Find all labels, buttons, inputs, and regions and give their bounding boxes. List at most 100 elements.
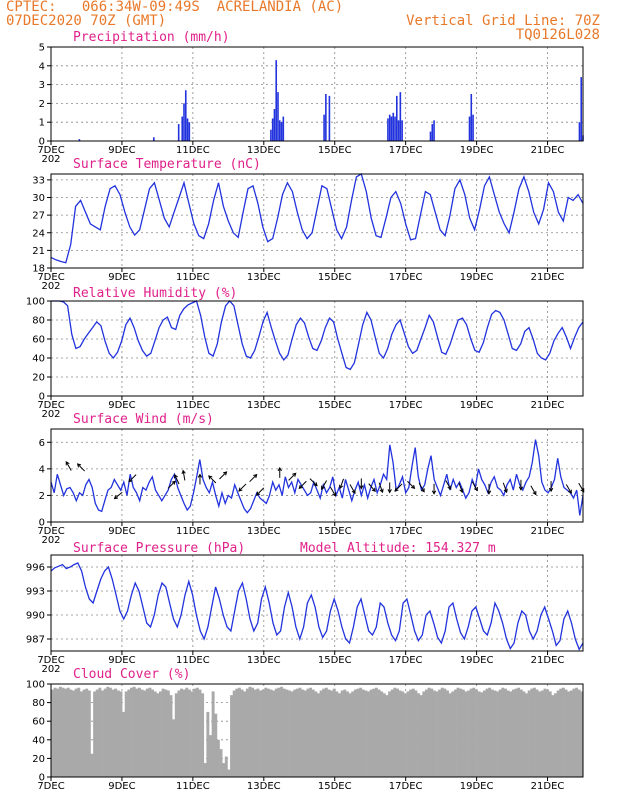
x-tick-label: 13DEC [247, 655, 281, 666]
precip-bar [431, 124, 434, 141]
cloud-bar [532, 687, 536, 777]
precip-bar [184, 90, 187, 141]
cloud-bar [259, 690, 262, 777]
y-tick-label: 2 [39, 491, 45, 502]
cloud-bar [285, 689, 289, 777]
cloud-bar [374, 687, 378, 777]
y-tick-label: 21 [32, 246, 45, 257]
x-tick-label: 21DEC [531, 781, 565, 792]
wind-arrow-head [459, 488, 464, 494]
wind-arrow-head [76, 463, 82, 468]
cloud-bar [227, 769, 231, 777]
cloud-bar [203, 763, 207, 777]
cloud-bar [519, 689, 523, 777]
x-tick-label: 21DEC [531, 655, 565, 666]
panel-3: 0 20 40 60 80 100 7DEC 9DEC 11DEC 13DEC 15DEC 17DEC… [26, 286, 584, 420]
cloud-bar [198, 689, 202, 777]
x-tick-label: 11DEC [176, 526, 210, 537]
wind-arrow-head [173, 474, 178, 479]
cloud-bar [343, 689, 347, 777]
wind-arrow [114, 491, 123, 500]
x-tick-label: 21DEC [531, 526, 565, 537]
series-line [50, 562, 584, 651]
x-tick-label: 7DEC [37, 400, 64, 411]
panel-title: Relative Humidity (%) [73, 286, 237, 301]
x-tick-label: 7DEC [37, 655, 64, 666]
cloud-bar [572, 688, 576, 777]
wind-arrow-head [253, 473, 258, 479]
cloud-bar [124, 691, 128, 777]
x-tick-label: 15DEC [318, 781, 352, 792]
y-tick-label: 20 [32, 373, 45, 384]
x-tick-label: 13DEC [247, 400, 281, 411]
cloud-bar [148, 687, 152, 777]
cloud-bar [216, 739, 220, 777]
y-tick-label: 80 [32, 698, 45, 709]
y-tick-label: 20 [32, 754, 45, 765]
precip-bar [188, 122, 191, 141]
wind-arrow-head [208, 475, 213, 480]
cloud-bar [543, 688, 547, 777]
cloud-bar [419, 695, 423, 777]
wind-arrow [394, 483, 403, 492]
cloud-bar [382, 693, 386, 777]
wind-arrow-head [128, 478, 133, 483]
wind-arrow-head [394, 487, 399, 492]
cloud-bar [485, 688, 489, 777]
wind-arrow-head [447, 485, 452, 490]
cloud-bar [219, 749, 223, 777]
wind-arrow-head [238, 487, 243, 492]
cloud-bar [264, 687, 268, 777]
y-tick-label: 30 [32, 193, 45, 204]
y-tick-label: 80 [32, 316, 45, 327]
cloud-bar [422, 691, 426, 777]
panel-title: Surface Wind (m/s) [73, 412, 214, 427]
cloud-bar [248, 686, 252, 777]
cloud-bar [135, 688, 139, 777]
cloud-bar [569, 690, 573, 777]
cloud-bar [164, 689, 168, 777]
precip-bar [387, 118, 389, 141]
cloud-bar [288, 690, 291, 777]
x-tick-label: 17DEC [389, 655, 423, 666]
x-tick-year-label: 202 [41, 664, 60, 675]
cloud-bar [330, 690, 334, 777]
wind-arrow [321, 480, 328, 490]
x-tick-label: 13DEC [247, 272, 281, 283]
cloud-bar [538, 691, 542, 777]
x-tick-label: 9DEC [108, 655, 135, 666]
cloud-bar [522, 691, 526, 777]
wind-arrow-head [379, 488, 384, 494]
wind-arrow [368, 483, 376, 492]
cloud-bar [111, 689, 115, 777]
cloud-bar [385, 695, 389, 777]
wind-arrow [128, 474, 137, 483]
cloud-bar [535, 689, 539, 777]
cloud-bar [472, 687, 476, 777]
cloud-bar [256, 688, 260, 777]
cloud-bar [187, 689, 191, 777]
panel-frame [50, 46, 584, 142]
wind-arrow-head [292, 472, 297, 477]
cloud-bar [261, 689, 265, 777]
precip-bar [388, 114, 391, 141]
cloud-bar [214, 713, 218, 777]
cloud-bar [282, 688, 286, 777]
cloud-bar [490, 689, 494, 777]
cloud-bar [79, 691, 83, 777]
x-tick-label: 9DEC [108, 272, 135, 283]
precip-bar [177, 124, 180, 141]
cloud-bar [116, 690, 120, 777]
cloud-bar [332, 688, 336, 777]
cloud-bar [406, 691, 410, 777]
wind-arrow [182, 470, 186, 481]
precip-bar [271, 118, 274, 141]
wind-arrow-head [532, 490, 537, 496]
wind-arrow [219, 471, 227, 480]
x-tick-label: 13DEC [247, 781, 281, 792]
cloud-bar [209, 735, 212, 777]
panel-frame [50, 300, 584, 397]
cloud-bar [166, 690, 170, 777]
cloud-bar [403, 693, 407, 777]
x-tick-label: 15DEC [318, 272, 352, 283]
